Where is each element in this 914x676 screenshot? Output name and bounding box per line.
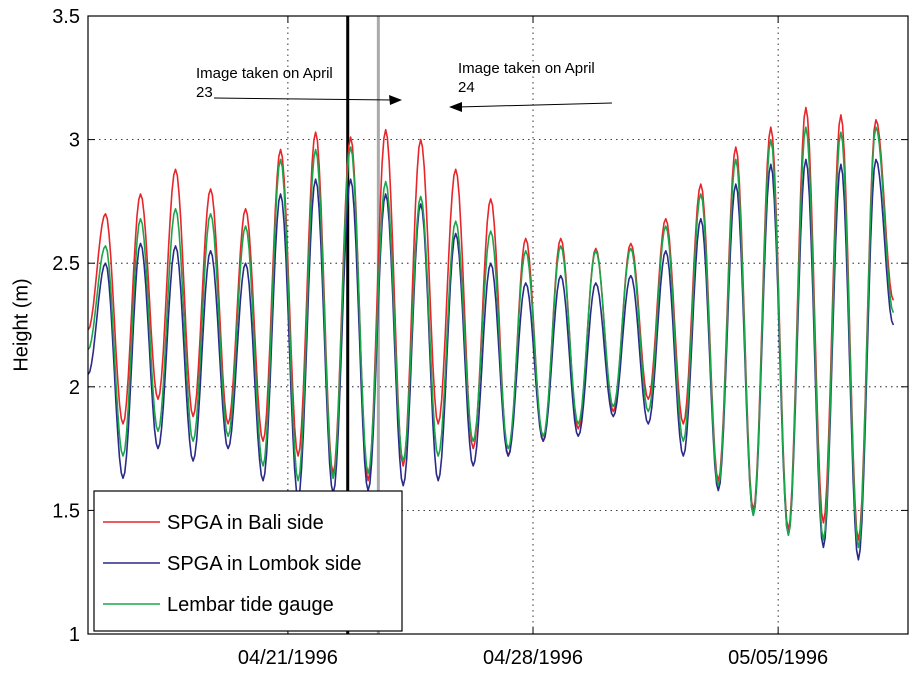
annotation-april-24-line1: Image taken on April [458,60,595,77]
x-tick-label: 04/28/1996 [483,647,583,669]
legend-label-lembar: Lembar tide gauge [167,594,334,616]
y-tick-label: 2.5 [52,253,80,275]
y-axis-label: Height (m) [10,278,32,371]
legend-label-lombok: SPGA in Lombok side [167,553,362,575]
legend-box [93,490,403,632]
annotation-april-23-arrowhead [389,95,402,105]
annotation-april-23-arrow-shaft [213,97,395,101]
y-tick-label: 2 [69,377,80,399]
y-tick-label: 1 [69,624,80,646]
axis-ticks: 1 1.5 2 2.5 3 3.5 04/21/1996 04/28/1996 05/05/19… [52,6,908,669]
series-line-lembar [87,126,895,549]
annotation-april-23-line1: Image taken on April [196,65,333,82]
plot-frame [87,15,909,635]
y-tick-label: 1.5 [52,500,80,522]
annotation-april-24-line2: 24 [458,79,475,96]
x-tick-label: 05/05/1996 [728,647,828,669]
y-tick-label: 3 [69,130,80,152]
data-series [87,106,895,561]
annotation-april-23-line2: 23 [196,84,213,101]
annotation-april-24-arrow-shaft [457,102,613,108]
annotation-april-24-arrowhead [449,102,462,112]
legend-label-bali: SPGA in Bali side [167,512,324,534]
legend: SPGA in Bali side SPGA in Lombok side Le… [93,490,403,632]
y-tick-label: 3.5 [52,6,80,28]
x-tick-label: 04/21/1996 [238,647,338,669]
annotations: Image taken on April 23 Image taken on Apr… [196,60,613,112]
